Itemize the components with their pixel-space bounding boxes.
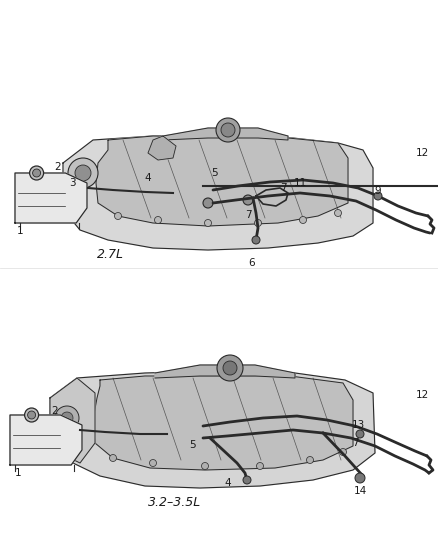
Text: 2: 2	[52, 406, 58, 416]
Text: 2.7L: 2.7L	[96, 248, 124, 262]
Text: 3: 3	[69, 178, 75, 188]
Polygon shape	[163, 128, 288, 140]
Circle shape	[217, 355, 243, 381]
Polygon shape	[63, 136, 373, 250]
Circle shape	[252, 236, 260, 244]
Circle shape	[32, 169, 41, 177]
Circle shape	[61, 442, 73, 454]
Circle shape	[75, 165, 91, 181]
Circle shape	[355, 473, 365, 483]
Text: 7: 7	[245, 210, 251, 220]
Circle shape	[223, 361, 237, 375]
Circle shape	[254, 220, 261, 227]
Circle shape	[205, 220, 212, 227]
Circle shape	[257, 463, 264, 470]
Circle shape	[25, 408, 39, 422]
Circle shape	[203, 198, 213, 208]
Circle shape	[114, 213, 121, 220]
Text: 3.2–3.5L: 3.2–3.5L	[148, 497, 201, 510]
Circle shape	[374, 192, 382, 200]
Circle shape	[221, 123, 235, 137]
Circle shape	[339, 448, 346, 456]
Circle shape	[307, 456, 314, 464]
Text: 13: 13	[351, 420, 364, 430]
Text: 6: 6	[249, 258, 255, 268]
Circle shape	[55, 436, 79, 460]
Text: 12: 12	[415, 390, 429, 400]
Circle shape	[300, 216, 307, 223]
Polygon shape	[96, 136, 348, 226]
Polygon shape	[148, 136, 176, 160]
Circle shape	[335, 209, 342, 216]
Polygon shape	[155, 365, 295, 378]
Polygon shape	[15, 173, 87, 223]
Text: 12: 12	[415, 148, 429, 158]
Circle shape	[30, 166, 44, 180]
Circle shape	[356, 430, 364, 438]
Circle shape	[110, 455, 117, 462]
Text: 14: 14	[353, 486, 367, 496]
Text: 9: 9	[374, 186, 381, 196]
Circle shape	[243, 476, 251, 484]
Polygon shape	[10, 415, 82, 465]
Text: 4: 4	[225, 478, 231, 488]
Polygon shape	[50, 371, 375, 488]
Text: 4: 4	[145, 173, 151, 183]
Circle shape	[201, 463, 208, 470]
Polygon shape	[50, 378, 95, 463]
Text: 11: 11	[293, 178, 307, 188]
Circle shape	[68, 158, 98, 188]
Circle shape	[55, 406, 79, 430]
Circle shape	[61, 412, 73, 424]
Text: 5: 5	[189, 440, 195, 450]
Polygon shape	[93, 376, 353, 470]
Circle shape	[216, 118, 240, 142]
Text: 2: 2	[55, 162, 61, 172]
Circle shape	[155, 216, 162, 223]
Text: 1: 1	[15, 468, 21, 478]
Circle shape	[149, 459, 156, 466]
Text: 5: 5	[212, 168, 218, 178]
Text: 7: 7	[352, 438, 358, 448]
Circle shape	[243, 195, 253, 205]
Circle shape	[28, 411, 35, 419]
Text: 1: 1	[17, 226, 23, 236]
Text: 7: 7	[280, 183, 286, 193]
